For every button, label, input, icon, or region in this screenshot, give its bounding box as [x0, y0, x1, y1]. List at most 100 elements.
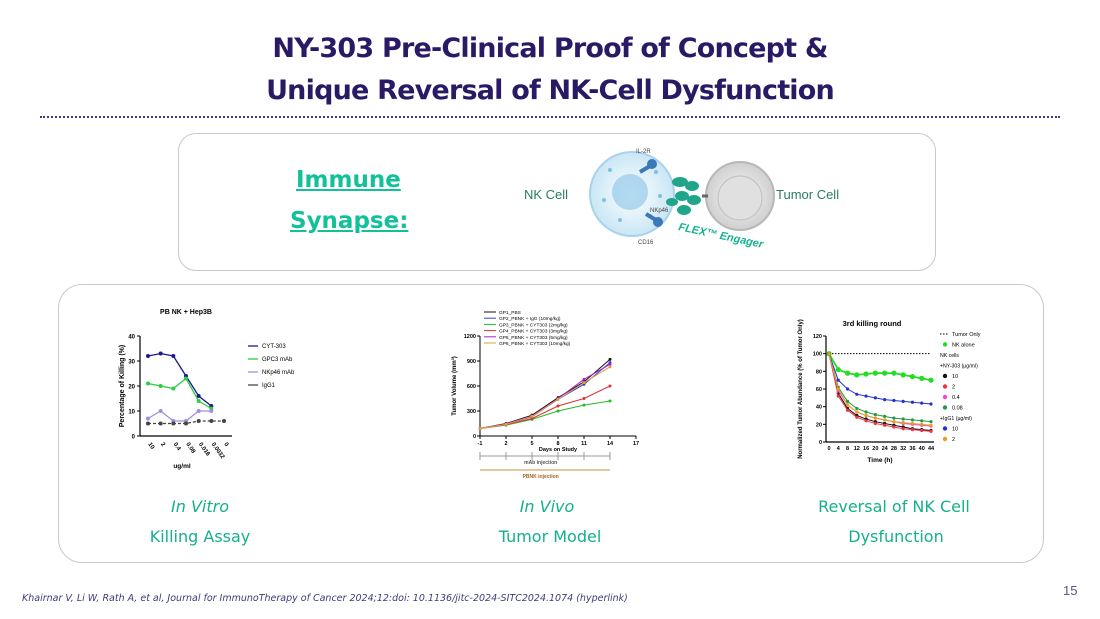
legend-label: GP1_PBS: [499, 310, 521, 316]
data-point: [929, 423, 933, 427]
data-point: [836, 394, 840, 398]
data-point: [158, 421, 163, 426]
series-line: [479, 358, 611, 429]
x-tick-label: 8: [556, 441, 559, 447]
data-point: [530, 417, 534, 420]
y-tick-label: 0: [473, 434, 476, 440]
caption-in-vivo: In Vivo: [519, 497, 575, 516]
data-point: [901, 417, 905, 421]
il2r-receptor: [647, 159, 657, 169]
data-point: [920, 422, 924, 426]
legend-swatch: [942, 342, 948, 347]
legend-swatch: [942, 373, 948, 379]
legend-swatch: [942, 405, 948, 410]
data-point: [872, 370, 878, 376]
data-point: [920, 401, 924, 405]
y-tick-label: 120: [813, 334, 822, 340]
results-panel: [58, 284, 1044, 563]
series-line: [147, 352, 212, 407]
legend-label: GP4_PBNK + CYT303 (3mg/kg): [499, 329, 568, 335]
y-tick-label: 900: [467, 359, 476, 365]
data-point: [196, 419, 201, 423]
x-tick-label: 14: [607, 441, 614, 447]
x-tick-label: 24: [882, 446, 889, 452]
data-point: [929, 420, 933, 424]
legend-swatch: [942, 394, 948, 400]
data-point: [892, 425, 896, 429]
series-line: [828, 353, 932, 423]
data-point: [209, 419, 214, 423]
x-tick-label: 0: [827, 446, 830, 452]
y-tick-label: 30: [128, 360, 135, 366]
nk-nucleus: [612, 174, 648, 210]
x-tick-label: 32: [900, 446, 906, 452]
data-point: [900, 372, 906, 378]
x-tick-label: 4: [837, 446, 841, 452]
caption-in-vitro: In Vitro: [171, 497, 229, 516]
page-number: 15: [1063, 583, 1078, 598]
data-point: [873, 413, 877, 417]
x-tick-label: 0.4: [172, 442, 182, 453]
cd16-receptor: [653, 217, 663, 227]
legend-label: 10: [952, 427, 958, 433]
y-tick-label: 1200: [464, 334, 476, 340]
data-point: [196, 409, 201, 413]
data-point: [530, 414, 534, 418]
series-line: [147, 410, 212, 422]
pbnk-injection-label: PBNK injection: [523, 474, 559, 480]
data-point: [845, 408, 850, 412]
y-tick-label: 20: [816, 422, 822, 428]
legend-label: 10: [952, 374, 958, 380]
data-point: [928, 377, 934, 383]
data-point: [582, 377, 586, 381]
immune-synapse-panel: [178, 133, 936, 271]
data-point: [920, 428, 924, 433]
data-point: [901, 427, 905, 431]
data-point: [556, 409, 560, 413]
data-point: [929, 429, 933, 433]
cd16-label: CD16: [638, 240, 654, 246]
y-tick-label: 20: [128, 385, 135, 391]
x-axis-label: Time (h): [867, 457, 892, 464]
data-point: [608, 399, 612, 403]
data-point: [920, 419, 924, 423]
data-point: [919, 375, 925, 381]
data-point: [836, 387, 840, 391]
legend-label: GP3_PBNK + CYT303 (2mg/kg): [499, 322, 568, 328]
y-axis-label: Percentage of Killing (%): [119, 345, 126, 427]
mab-injection-label: mAb injection: [524, 460, 557, 466]
x-axis-label: Days on Study: [539, 447, 578, 453]
data-point: [854, 372, 860, 378]
legend-label: CYT-303: [262, 344, 286, 350]
data-point: [883, 414, 887, 418]
data-point: [929, 402, 933, 406]
legend-header: +IgG1 (µg/ml): [940, 416, 972, 422]
x-tick-label: 0.08: [184, 442, 196, 456]
data-point: [608, 365, 612, 369]
x-tick-label: 2: [504, 441, 507, 447]
y-tick-label: 0: [819, 440, 822, 446]
data-point: [910, 421, 915, 426]
legend-label: IgG1: [262, 383, 276, 389]
citation-footnote[interactable]: Khairnar V, Li W, Rath A, et al, Journal…: [22, 593, 628, 604]
legend-label: Tumor Only: [952, 332, 981, 338]
series-line: [479, 366, 611, 429]
data-point: [158, 384, 163, 388]
title-divider: [40, 116, 1060, 118]
data-point: [863, 371, 869, 377]
immune-synapse-heading-2: Synapse:: [290, 208, 409, 234]
legend-label: GP2_PBNK + IgG (10mg/kg): [499, 316, 561, 322]
y-tick-label: 80: [816, 369, 822, 375]
x-tick-label: 16: [863, 446, 869, 452]
x-tick-label: 20: [872, 446, 878, 452]
data-point: [582, 381, 586, 385]
x-axis-label: ug/ml: [173, 463, 191, 470]
y-tick-label: 600: [467, 384, 476, 390]
x-tick-label: 2: [159, 442, 166, 449]
data-point: [855, 415, 859, 419]
slide-title-line-2: Unique Reversal of NK-Cell Dysfunction: [266, 75, 835, 106]
legend-label: NKp46 mAb: [262, 370, 295, 376]
x-tick-label: 8: [846, 446, 849, 452]
